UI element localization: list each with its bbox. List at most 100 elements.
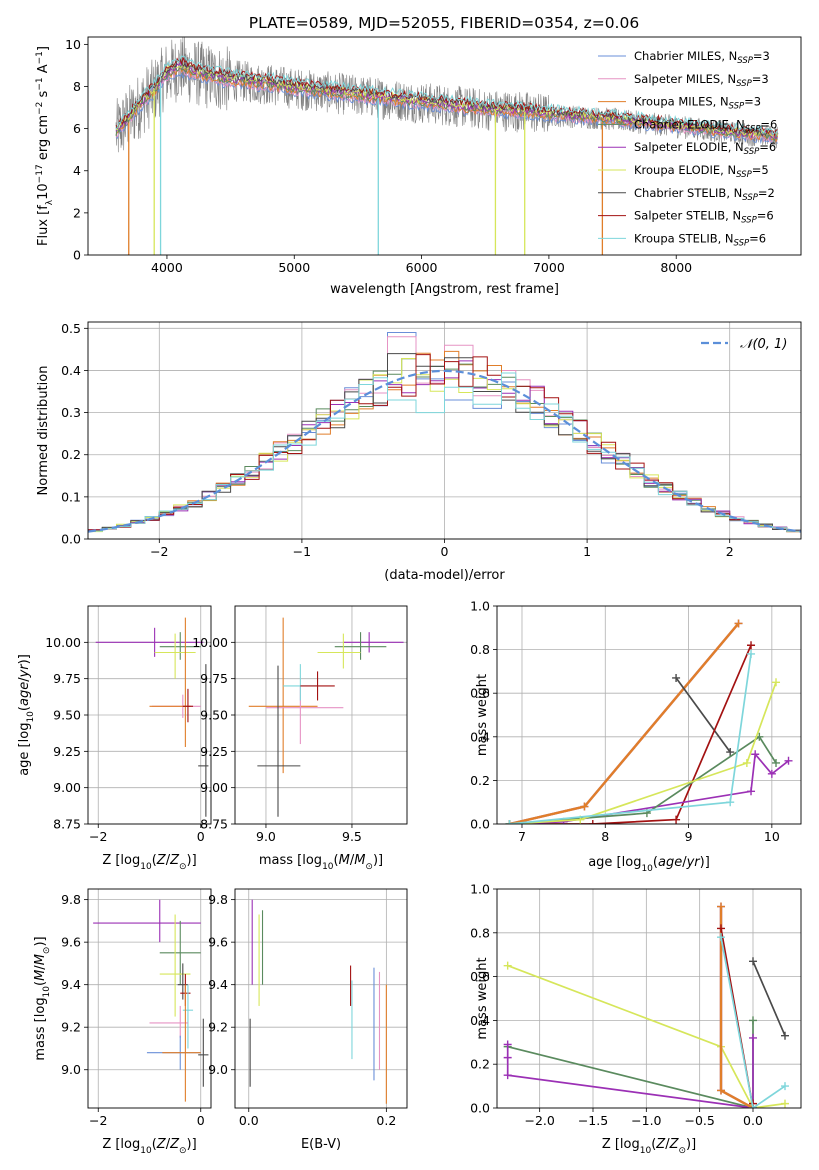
weight-series-line xyxy=(752,960,786,1037)
legend-entry: Chabrier ELODIE, NSSP=6 xyxy=(634,117,777,134)
y-tick-label: 0.0 xyxy=(470,817,490,832)
weight-point-marker xyxy=(749,1104,757,1108)
x-tick-label: −2.0 xyxy=(524,1113,554,1128)
weight-point-marker xyxy=(747,787,756,796)
x-tick-label: 9 xyxy=(685,829,693,844)
weight-point-marker xyxy=(717,933,725,942)
weight-series-line xyxy=(509,622,740,824)
y-tick-label: 9.6 xyxy=(208,935,228,950)
x-tick-label: 7 xyxy=(518,829,526,844)
age_vs_Z-axes: −2 0 8.75 9.00 9.25 9.50 9.75 10.00 xyxy=(45,606,211,844)
y-tick-label: 0.8 xyxy=(470,642,490,657)
y-tick-label: 9.75 xyxy=(53,671,81,686)
y-tick-label: 0.5 xyxy=(61,321,81,336)
y-tick-label: 0.1 xyxy=(61,489,81,504)
weight-series-line xyxy=(509,682,777,824)
age-vs-mass-x-axis-label: mass [log10(M/M⊙)] xyxy=(259,853,383,872)
y-tick-label: 0 xyxy=(73,248,81,263)
weight_vs_age-axes: 7 8 9 10 0.0 0.2 0.4 0.6 0.8 1.0 xyxy=(470,599,801,844)
spectrum-x-axis-label: wavelength [Angstrom, rest frame] xyxy=(330,282,559,297)
x-tick-label: 4000 xyxy=(151,260,183,275)
y-tick-label: 9.2 xyxy=(208,1020,228,1035)
mass-vs-Z-y-axis-label: mass [log10(M/M⊙)] xyxy=(33,936,52,1060)
weight-vs-age-y-axis-label: mass weight xyxy=(475,674,490,756)
weight-point-marker xyxy=(503,1053,512,1062)
x-tick-label: −2 xyxy=(89,1113,107,1128)
mass_vs_EBV-axes: 0.0 0.2 9.0 9.2 9.4 9.6 9.8 xyxy=(208,889,407,1128)
y-tick-label: 0.6 xyxy=(470,686,490,701)
x-tick-label: −2 xyxy=(89,829,107,844)
y-tick-label: 9.50 xyxy=(200,708,228,723)
y-tick-label: 0.2 xyxy=(61,447,81,462)
weight-point-marker xyxy=(588,820,597,824)
legend-entry: Chabrier MILES, NSSP=3 xyxy=(634,49,770,66)
x-tick-label: −0.5 xyxy=(684,1113,714,1128)
x-tick-label: −1.0 xyxy=(631,1113,661,1128)
x-tick-label: −2 xyxy=(150,544,168,559)
weight-vs-age-x-axis-label: age [log10(age/yr)] xyxy=(588,855,710,874)
model-spectrum-line xyxy=(115,55,778,136)
weight-point-marker xyxy=(672,815,681,824)
x-tick-label: 9.5 xyxy=(342,829,362,844)
x-tick-label: 2 xyxy=(726,544,734,559)
mass_vs_Z-plot-area xyxy=(93,899,209,1102)
spectrum-y-axis-label: Flux [fλ10−17 erg cm−2 s−1 A−1] xyxy=(35,46,55,246)
weight-point-marker xyxy=(747,649,756,658)
weight-point-marker xyxy=(717,924,725,933)
y-tick-label: 9.75 xyxy=(200,671,228,686)
y-tick-label: 8.75 xyxy=(53,817,81,832)
histogram-step xyxy=(88,372,801,532)
weight-point-marker xyxy=(717,902,725,911)
y-tick-label: 0.2 xyxy=(470,1057,490,1072)
x-tick-label: 7000 xyxy=(533,260,565,275)
weight-point-marker xyxy=(749,1016,757,1025)
y-tick-label: 0.3 xyxy=(61,405,81,420)
x-tick-label: −1 xyxy=(293,544,311,559)
x-tick-label: 0 xyxy=(197,829,205,844)
weight-point-marker xyxy=(772,758,781,767)
weight-point-marker xyxy=(580,802,589,811)
y-tick-label: 4 xyxy=(73,163,81,178)
weight-point-marker xyxy=(767,769,776,778)
weight-series-line xyxy=(509,752,790,824)
y-tick-label: 10 xyxy=(65,37,81,52)
y-tick-label: 0.4 xyxy=(470,1013,490,1028)
age_vs_mass-axes: 9.0 9.5 8.75 9.00 9.25 9.50 9.75 10.00 xyxy=(192,606,407,844)
x-tick-label: 5000 xyxy=(278,260,310,275)
residuals-plot-area xyxy=(88,332,801,533)
spectrum-frame xyxy=(87,36,802,256)
x-tick-label: 10 xyxy=(764,829,780,844)
legend-entry: 𝒩(0, 1) xyxy=(740,337,787,352)
y-tick-label: 9.2 xyxy=(61,1020,81,1035)
weight-vs-Z-x-axis-label: Z [log10(Z/Z⊙)] xyxy=(602,1137,696,1156)
weight-point-marker xyxy=(784,756,793,765)
y-tick-label: 1.0 xyxy=(470,882,490,897)
weight-point-marker xyxy=(749,1033,757,1042)
x-tick-label: 0 xyxy=(441,544,449,559)
weight-series-line xyxy=(509,644,752,824)
legend-entry: Salpeter ELODIE, NSSP=6 xyxy=(634,140,776,157)
weight-point-marker xyxy=(734,619,743,628)
legend-entry: Salpeter MILES, NSSP=3 xyxy=(634,72,769,89)
weight-series-line xyxy=(509,622,740,824)
spectrum-plot-area xyxy=(115,37,779,255)
y-tick-label: 9.0 xyxy=(208,1062,228,1077)
y-tick-label: 9.25 xyxy=(53,744,81,759)
weight_vs_age-plot-area xyxy=(505,619,793,824)
y-tick-label: 9.25 xyxy=(200,744,228,759)
weight-point-marker xyxy=(503,1040,512,1049)
figure-title: PLATE=0589, MJD=52055, FIBERID=0354, z=0… xyxy=(249,14,639,32)
y-tick-label: 1.0 xyxy=(470,599,490,614)
age_vs_mass-frame xyxy=(234,605,408,825)
legend-entry: Salpeter STELIB, NSSP=6 xyxy=(634,209,774,226)
y-tick-label: 10.00 xyxy=(45,635,81,650)
residuals-x-axis-label: (data-model)/error xyxy=(384,568,505,583)
mass_vs_EBV-frame xyxy=(234,888,408,1109)
weight-point-marker xyxy=(717,1086,725,1095)
x-tick-label: 0.2 xyxy=(376,1113,396,1128)
weight-point-marker xyxy=(749,957,757,966)
y-tick-label: 0.4 xyxy=(470,729,490,744)
y-tick-label: 2 xyxy=(73,205,81,220)
y-tick-label: 8 xyxy=(73,79,81,94)
